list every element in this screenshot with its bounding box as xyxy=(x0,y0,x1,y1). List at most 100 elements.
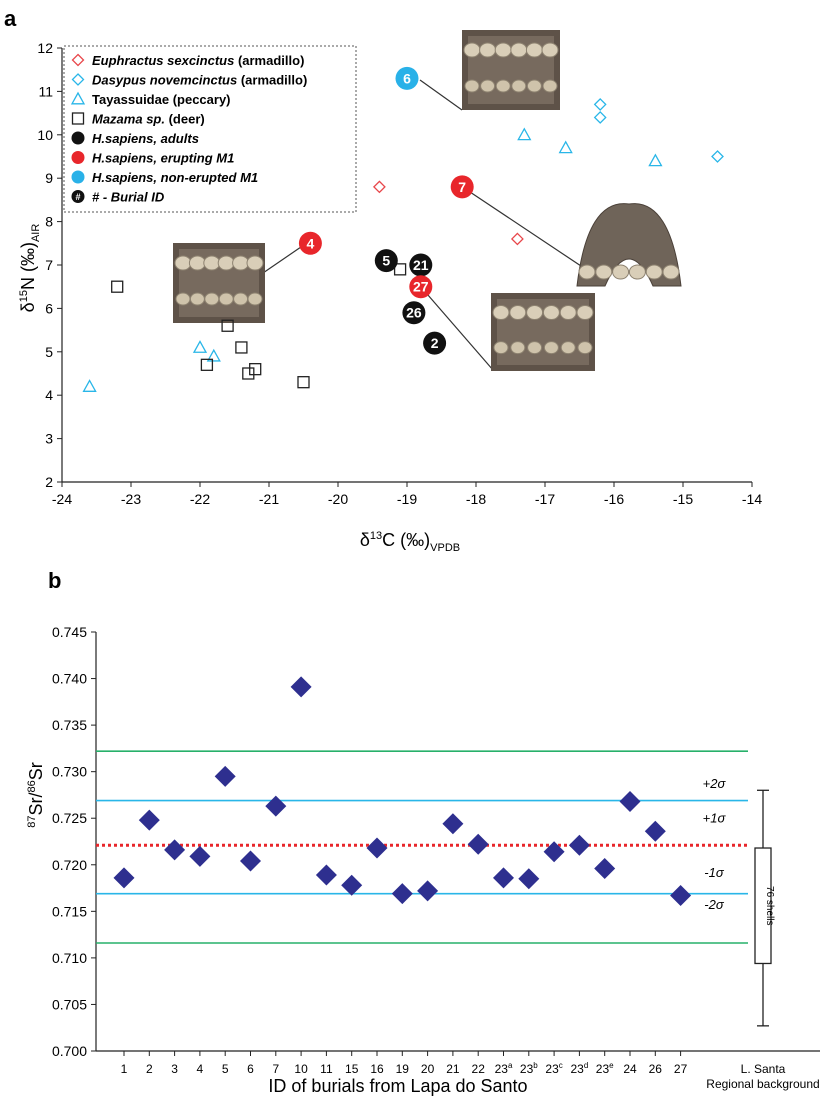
legend-marker-shape xyxy=(71,131,85,145)
legend-marker-shape xyxy=(71,53,85,67)
panel-a-y-tick-label: 7 xyxy=(45,257,53,273)
panel-a-x-tick-label: -18 xyxy=(466,491,486,507)
panel-a-point-burial-id: 26 xyxy=(406,305,422,321)
panel-a-legend: Euphractus sexcinctus (armadillo)Dasypus… xyxy=(63,45,357,213)
photo-burial-4-tooth xyxy=(233,292,249,306)
photo-burial-6-tooth xyxy=(494,42,512,58)
photo-burial-27-tooth xyxy=(509,305,527,320)
panel-a-y-axis-label-part: 15 xyxy=(18,290,30,302)
photo-burial-6-tooth xyxy=(526,79,542,93)
panel-b-x-tick-label: 23b xyxy=(520,1061,538,1076)
photo-burial-27-tooth xyxy=(492,305,510,320)
panel-a-x-axis-label-part: C (‰) xyxy=(382,530,430,550)
panel-a-point xyxy=(510,232,524,246)
panel-b-y-axis-label-part: Sr xyxy=(26,762,46,780)
panel-a-point-shape xyxy=(221,319,234,332)
panel-b-point xyxy=(442,813,464,835)
panel-a-y-tick-label: 8 xyxy=(45,214,53,230)
panel-b-point xyxy=(417,880,439,902)
panel-a-point-shape xyxy=(297,376,310,389)
panel-b-x-tick-label: 23d xyxy=(570,1061,588,1076)
photo-burial-7-tooth xyxy=(595,264,613,280)
panel-b-x-tick-label: 10 xyxy=(294,1062,308,1076)
legend-entry: Dasypus novemcinctus (armadillo) xyxy=(92,73,307,88)
panel-a-x-axis-label: δ13C (‰)VPDB xyxy=(360,530,460,554)
panel-b-point xyxy=(113,867,135,889)
panel-a-point xyxy=(558,140,573,154)
panel-b-x-tick-label-text: 22 xyxy=(472,1062,486,1076)
panel-b-point xyxy=(568,834,590,856)
panel-b-point xyxy=(594,858,616,880)
panel-b-x-tick-label: 15 xyxy=(345,1062,359,1076)
panel-b-point xyxy=(265,795,287,817)
panel-b-x-tick-label: 23a xyxy=(495,1061,513,1076)
panel-a-x-tick-label: -21 xyxy=(259,491,279,507)
photo-burial-4-tooth xyxy=(247,292,263,306)
panel-b-x-tick-label-text: 1 xyxy=(121,1062,128,1076)
panel-b-sigma-label: +1σ xyxy=(703,810,727,825)
panel-a-y-axis-label-part: N (‰) xyxy=(18,242,38,290)
panel-b-point xyxy=(290,676,312,698)
panel-b-y-axis-label: 87Sr/86Sr xyxy=(26,762,46,828)
panel-a-point-shape xyxy=(558,140,573,154)
panel-b-x-tick-label-text: 26 xyxy=(649,1062,663,1076)
legend-entry-italic: Mazama sp. xyxy=(92,112,165,127)
panel-b-point xyxy=(543,841,565,863)
panel-a-scatter-plot: a -24 -23 -22 -21 -20 -19 -18 -17 -16 -15 -14 2 3 4 5 6… xyxy=(4,6,762,554)
panel-a-y-axis-label-part: δ xyxy=(18,302,38,312)
panel-a-point-shape xyxy=(200,358,214,371)
panel-a-x-tick-label: -23 xyxy=(121,491,141,507)
panel-a-point xyxy=(648,153,663,167)
panel-b-x-tick-label-text: 24 xyxy=(623,1062,637,1076)
panel-a-point xyxy=(593,98,607,111)
panel-a-point-shape xyxy=(593,98,607,111)
panel-b-y-tick-label: 0.740 xyxy=(52,671,87,687)
panel-a-point-burial-id: 2 xyxy=(431,335,439,351)
panel-b-x-tick-label-superscript: a xyxy=(508,1061,513,1070)
photo-burial-27-tooth xyxy=(542,305,560,320)
panel-a-point: 7 xyxy=(450,175,474,199)
panel-b-point xyxy=(644,820,666,842)
panel-b-x-tick-label-text: 7 xyxy=(272,1062,279,1076)
panel-b-x-tick-label: 22 xyxy=(472,1062,486,1076)
panel-b-x-tick-label-text: 23 xyxy=(520,1062,534,1076)
panel-b-y-tick-label: 0.720 xyxy=(52,857,87,873)
panel-b-x-tick-label: 26 xyxy=(649,1062,663,1076)
panel-b-y-tick-label: 0.725 xyxy=(52,810,87,826)
panel-a-x-axis-label-part: δ xyxy=(360,530,370,550)
photo-burial-4 xyxy=(173,243,265,323)
photo-burial-4-tooth xyxy=(232,255,250,271)
legend-marker xyxy=(71,170,85,184)
panel-b-x-tick-label-superscript: b xyxy=(533,1061,538,1070)
legend-marker-shape xyxy=(70,91,86,105)
panel-a-point-shape xyxy=(450,175,474,199)
panel-b-x-tick-label: 6 xyxy=(247,1062,254,1076)
photo-burial-6-tooth xyxy=(480,79,496,93)
photo-burial-6-tooth xyxy=(463,42,481,58)
panel-a-y-tick-label: 5 xyxy=(45,344,53,360)
panel-b-sigma-label: +2σ xyxy=(703,776,727,791)
panel-a-point-shape xyxy=(593,111,607,124)
panel-b-x-tick-label: 5 xyxy=(222,1062,229,1076)
panel-b-y-tick-label: 0.715 xyxy=(52,903,87,919)
panel-a-point xyxy=(82,379,97,392)
panel-a-y-axis-label-part: AIR xyxy=(30,224,42,242)
panel-a-point xyxy=(372,180,386,194)
panel-b-point xyxy=(518,868,540,890)
photo-burial-27-tooth xyxy=(576,305,594,320)
legend-entry-text: (armadillo) xyxy=(234,53,304,68)
panel-a-point-shape xyxy=(648,153,663,167)
photo-burial-27 xyxy=(491,293,595,371)
legend-entry: H.sapiens, non-erupted M1 xyxy=(92,170,258,185)
panel-b-label: b xyxy=(48,568,61,593)
panel-a-point: 2 xyxy=(423,331,447,355)
panel-b-x-tick-label: 3 xyxy=(171,1062,178,1076)
panel-a-x-tick-label: -14 xyxy=(742,491,762,507)
panel-b-x-tick-label-superscript: c xyxy=(559,1061,563,1070)
panel-a-point-shape xyxy=(242,367,255,380)
photo-burial-4-tooth xyxy=(203,255,221,271)
panel-a-point-shape xyxy=(249,363,262,376)
panel-a-point xyxy=(249,363,262,376)
panel-b-data-points xyxy=(113,676,692,907)
panel-a-dentition-photos xyxy=(173,30,682,371)
